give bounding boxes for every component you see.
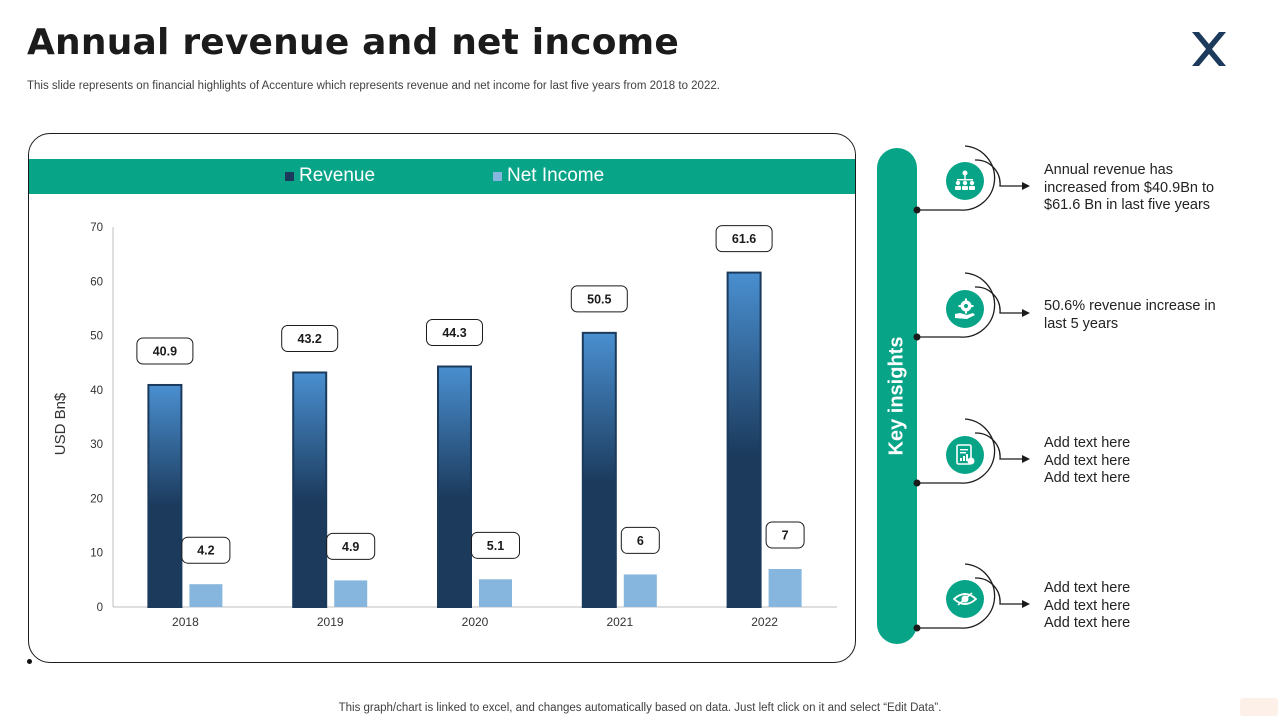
x-tick-label: 2019 <box>317 615 344 629</box>
legend-swatch-net-income <box>493 171 502 181</box>
hierarchy-icon <box>946 162 984 200</box>
x-mark-icon <box>1192 32 1226 66</box>
data-label-revenue-box <box>281 324 339 352</box>
data-label-net-income-box <box>471 531 520 559</box>
y-tick-label: 20 <box>90 493 103 505</box>
y-tick-label: 40 <box>90 385 103 397</box>
insight-text-3: Add text here Add text here Add text her… <box>1044 435 1244 488</box>
data-label-net-income: 4.2 <box>197 544 214 558</box>
legend-label-revenue: Revenue <box>299 165 376 186</box>
legend-swatch-revenue <box>285 171 294 181</box>
y-tick-label: 60 <box>90 276 103 288</box>
bar-net-income <box>189 584 223 607</box>
corner-tab <box>1240 698 1278 716</box>
bar-revenue <box>292 371 328 608</box>
page-title: Annual revenue and net income <box>27 22 679 63</box>
data-label-revenue-box <box>426 319 483 347</box>
insight-text-2: 50.6% revenue increase in last 5 years <box>1044 298 1244 333</box>
insight-2-line-2: last 5 years <box>1044 315 1119 332</box>
chart-card: Revenue Net Income 0 10 20 30 40 50 60 70 USD Bn… <box>28 133 856 663</box>
legend-item-revenue: Revenue <box>285 165 375 187</box>
bullet-dot <box>27 659 32 664</box>
data-label-revenue-box <box>136 337 194 365</box>
data-label-revenue-box <box>570 285 628 313</box>
insight-3-line-3: Add text here <box>1044 470 1131 486</box>
bar-revenue <box>581 331 617 608</box>
x-tick-label: 2020 <box>462 615 489 629</box>
insight-3-line-1: Add text here <box>1044 435 1131 451</box>
insight-text-4: Add text here Add text here Add text her… <box>1044 580 1244 633</box>
y-axis-label: USD Bn$ <box>52 392 69 455</box>
insight-4-line-2: Add text here <box>1044 597 1131 614</box>
data-label-net-income-box <box>765 521 805 549</box>
insight-4-line-1: Add text here <box>1044 580 1131 596</box>
eye-icon <box>946 580 984 618</box>
data-label-revenue: 40.9 <box>153 344 177 358</box>
legend-label-net-income: Net Income <box>507 165 605 186</box>
bar-revenue <box>726 271 762 608</box>
bar-chart: 0 10 20 30 40 50 60 70 USD Bn$ 40.9 4.2 2018 43.2 4.9… <box>52 222 837 629</box>
insight-1-line-3: $61.6 Bn in last five years <box>1044 197 1211 213</box>
data-label-revenue: 44.3 <box>442 326 466 340</box>
key-insights-pill: Key insights <box>877 148 917 644</box>
data-label-net-income: 6 <box>637 534 644 548</box>
data-label-revenue-box <box>715 225 773 253</box>
bar-net-income <box>768 569 802 607</box>
footer-note: This graph/chart is linked to excel, and… <box>338 702 942 714</box>
report-icon <box>946 436 984 474</box>
page-subtitle: This slide represents on financial highl… <box>27 80 720 92</box>
insight-3-line-2: Add text here <box>1044 452 1131 469</box>
y-tick-label: 50 <box>90 331 103 343</box>
data-label-revenue: 43.2 <box>298 332 322 346</box>
bar-net-income <box>479 579 512 607</box>
data-label-net-income-box <box>181 536 231 564</box>
x-tick-label: 2022 <box>751 615 778 629</box>
y-tick-label: 10 <box>90 548 103 560</box>
y-tick-label: 70 <box>90 222 103 234</box>
legend-item-net-income: Net Income <box>493 165 604 187</box>
x-tick-label: 2021 <box>606 615 633 629</box>
x-tick-label: 2018 <box>172 615 199 629</box>
insight-text-1: Annual revenue has increased from $40.9B… <box>1044 162 1244 215</box>
data-label-net-income: 7 <box>782 529 789 543</box>
y-tick-label: 30 <box>90 439 103 451</box>
bar-revenue <box>147 383 183 608</box>
data-label-net-income-box <box>326 532 376 560</box>
gear-hand-icon <box>946 290 984 328</box>
chart-legend: Revenue Net Income <box>29 159 855 194</box>
bar-net-income <box>623 574 657 607</box>
data-label-revenue: 61.6 <box>732 232 756 246</box>
data-label-net-income-box <box>620 526 660 554</box>
insight-1-line-2: increased from $40.9Bn to <box>1044 179 1215 196</box>
insight-2-line-1: 50.6% revenue increase in <box>1044 298 1216 314</box>
insight-1-line-1: Annual revenue has <box>1044 162 1173 178</box>
bar-net-income <box>334 580 368 607</box>
data-label-net-income: 5.1 <box>487 539 504 553</box>
y-tick-label: 0 <box>97 602 103 614</box>
data-label-net-income: 4.9 <box>342 540 359 554</box>
data-label-revenue: 50.5 <box>587 292 611 306</box>
bar-revenue <box>437 365 472 608</box>
insight-4-line-3: Add text here <box>1044 615 1131 631</box>
